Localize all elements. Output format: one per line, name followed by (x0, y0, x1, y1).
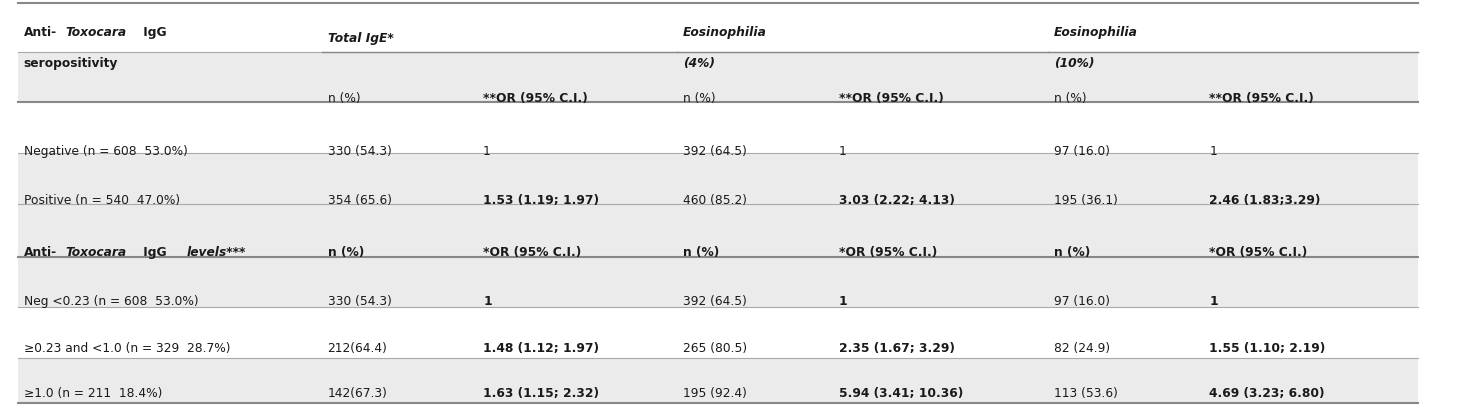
Text: 82 (24.9): 82 (24.9) (1054, 341, 1110, 354)
Bar (18, 358, 1418, 403)
Text: IgG: IgG (139, 26, 167, 39)
Text: 1.55 (1.10; 2.19): 1.55 (1.10; 2.19) (1209, 341, 1325, 354)
Text: *OR (95% C.I.): *OR (95% C.I.) (839, 245, 937, 258)
Text: Neg <0.23 (n = 608  53.0%): Neg <0.23 (n = 608 53.0%) (24, 294, 199, 307)
Text: Toxocara: Toxocara (65, 26, 126, 39)
Text: 2.46 (1.83;3.29): 2.46 (1.83;3.29) (1209, 194, 1320, 207)
Text: 1: 1 (1209, 145, 1217, 158)
Text: n (%): n (%) (683, 245, 719, 258)
Text: 392 (64.5): 392 (64.5) (683, 145, 747, 158)
Bar (18, 153, 1418, 204)
Text: 1: 1 (483, 145, 491, 158)
Text: 97 (16.0): 97 (16.0) (1054, 145, 1110, 158)
Text: **OR (95% C.I.): **OR (95% C.I.) (1209, 92, 1315, 105)
Text: 330 (54.3): 330 (54.3) (328, 294, 391, 307)
Text: n (%): n (%) (328, 245, 363, 258)
Text: 354 (65.6): 354 (65.6) (328, 194, 391, 207)
Text: IgG: IgG (139, 245, 172, 258)
Text: 2.35 (1.67; 3.29): 2.35 (1.67; 3.29) (839, 341, 954, 354)
Text: n (%): n (%) (1054, 245, 1089, 258)
Text: seropositivity: seropositivity (24, 57, 119, 70)
Bar (18, 53, 1418, 102)
Text: **OR (95% C.I.): **OR (95% C.I.) (483, 92, 588, 105)
Text: 330 (54.3): 330 (54.3) (328, 145, 391, 158)
Text: Eosinophilia: Eosinophilia (683, 26, 768, 39)
Text: ≥1.0 (n = 211  18.4%): ≥1.0 (n = 211 18.4%) (24, 386, 162, 399)
Text: 97 (16.0): 97 (16.0) (1054, 294, 1110, 307)
Text: Negative (n = 608  53.0%): Negative (n = 608 53.0%) (24, 145, 188, 158)
Text: **OR (95% C.I.): **OR (95% C.I.) (839, 92, 944, 105)
Text: 1: 1 (839, 294, 848, 307)
Text: Positive (n = 540  47.0%): Positive (n = 540 47.0%) (24, 194, 179, 207)
Text: Anti-: Anti- (24, 245, 56, 258)
Bar (18, 258, 1418, 308)
Text: ≥0.23 and <1.0 (n = 329  28.7%): ≥0.23 and <1.0 (n = 329 28.7%) (24, 341, 230, 354)
Text: n (%): n (%) (1054, 92, 1086, 105)
Text: 1.53 (1.19; 1.97): 1.53 (1.19; 1.97) (483, 194, 599, 207)
Text: 113 (53.6): 113 (53.6) (1054, 386, 1117, 399)
Text: Total IgE*: Total IgE* (328, 32, 393, 45)
Text: 1.48 (1.12; 1.97): 1.48 (1.12; 1.97) (483, 341, 599, 354)
Text: (4%): (4%) (683, 57, 716, 70)
Text: 392 (64.5): 392 (64.5) (683, 294, 747, 307)
Text: 5.94 (3.41; 10.36): 5.94 (3.41; 10.36) (839, 386, 963, 399)
Text: 4.69 (3.23; 6.80): 4.69 (3.23; 6.80) (1209, 386, 1325, 399)
Text: *OR (95% C.I.): *OR (95% C.I.) (483, 245, 581, 258)
Text: Toxocara: Toxocara (65, 245, 126, 258)
Text: 142(67.3): 142(67.3) (328, 386, 387, 399)
Bar (18, 204, 1418, 258)
Text: *OR (95% C.I.): *OR (95% C.I.) (1209, 245, 1307, 258)
Text: levels***: levels*** (187, 245, 246, 258)
Text: Anti-: Anti- (24, 26, 56, 39)
Text: (10%): (10%) (1054, 57, 1094, 70)
Text: 1.63 (1.15; 2.32): 1.63 (1.15; 2.32) (483, 386, 599, 399)
Text: 195 (36.1): 195 (36.1) (1054, 194, 1117, 207)
Text: 195 (92.4): 195 (92.4) (683, 386, 747, 399)
Text: 1: 1 (1209, 294, 1218, 307)
Text: 265 (80.5): 265 (80.5) (683, 341, 747, 354)
Text: 3.03 (2.22; 4.13): 3.03 (2.22; 4.13) (839, 194, 954, 207)
Text: 460 (85.2): 460 (85.2) (683, 194, 747, 207)
Text: n (%): n (%) (683, 92, 716, 105)
Text: 212(64.4): 212(64.4) (328, 341, 387, 354)
Text: Eosinophilia: Eosinophilia (1054, 26, 1138, 39)
Text: n (%): n (%) (328, 92, 360, 105)
Text: 1: 1 (839, 145, 846, 158)
Text: 1: 1 (483, 294, 492, 307)
